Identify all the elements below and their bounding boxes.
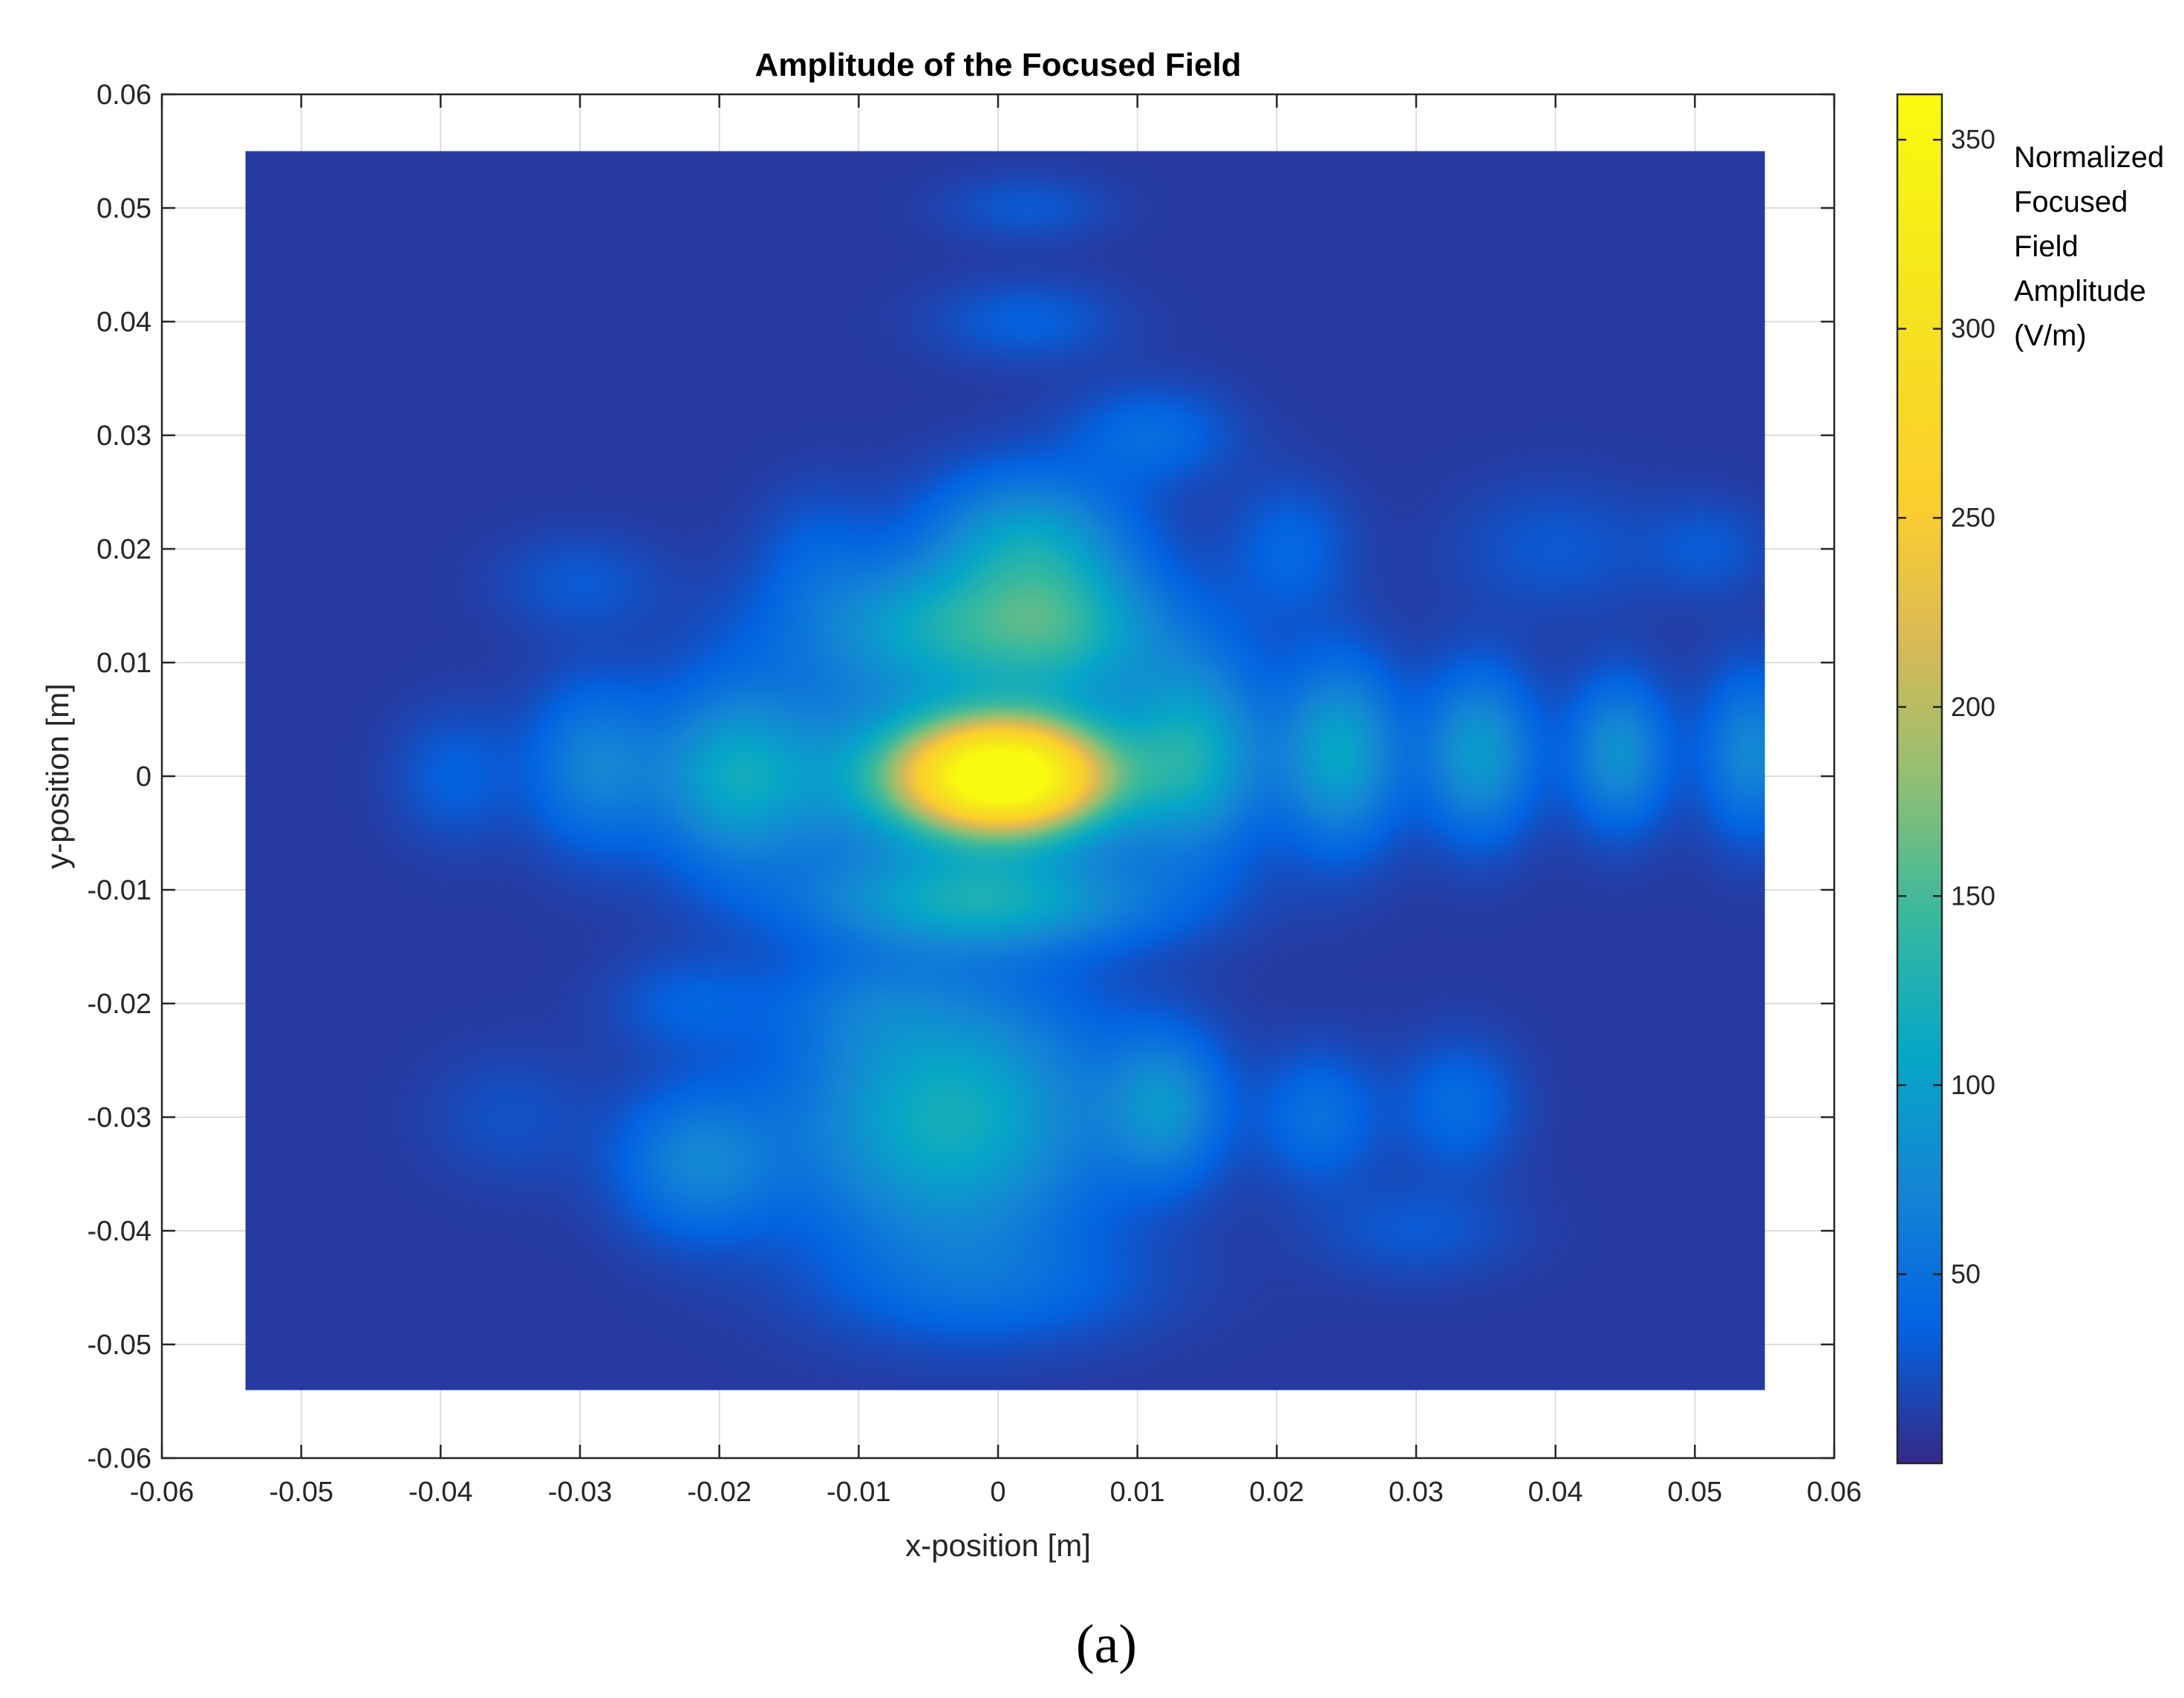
colorbar-label-line: (V/m) xyxy=(2014,319,2087,352)
x-tick-label: -0.03 xyxy=(548,1477,613,1508)
colorbar-tick-label: 350 xyxy=(1951,124,1995,154)
y-tick-label: 0.02 xyxy=(97,534,151,565)
colorbar-ticks: 350 300 250 200 150 100 50 xyxy=(1897,124,1995,1289)
y-tick-label: -0.05 xyxy=(87,1330,151,1361)
colorbar-label-line: Field xyxy=(2014,230,2079,263)
x-tick-label: 0.03 xyxy=(1389,1477,1444,1508)
heatmap-image xyxy=(245,151,1765,1390)
y-tick-label: 0 xyxy=(136,761,151,793)
x-tick-label: -0.04 xyxy=(408,1477,473,1508)
x-tick-label: 0.04 xyxy=(1528,1477,1583,1508)
figure-caption: (a) xyxy=(1076,1614,1137,1675)
x-tick-label: -0.05 xyxy=(269,1477,333,1508)
colorbar-tick-label: 200 xyxy=(1951,692,1995,722)
colorbar-tick-label: 50 xyxy=(1951,1258,1981,1289)
y-tick-label: 0.03 xyxy=(97,420,151,452)
y-tick-label: -0.04 xyxy=(87,1216,151,1247)
x-axis-label: x-position [m] xyxy=(905,1528,1091,1563)
x-tick-label: 0.01 xyxy=(1110,1477,1165,1508)
colorbar-label-line: Normalized xyxy=(2014,141,2164,174)
x-tick-label: 0 xyxy=(990,1477,1005,1508)
colorbar: 350 300 250 200 150 100 50 Normalized Focused Fi… xyxy=(1896,93,2164,1465)
y-tick-label: 0.05 xyxy=(97,193,151,224)
y-tick-label: -0.02 xyxy=(87,989,151,1020)
x-tick-label: 0.06 xyxy=(1807,1477,1862,1508)
colorbar-tick-label: 100 xyxy=(1951,1070,1995,1100)
y-tick-label: -0.01 xyxy=(87,875,151,906)
plot-area: -0.06 -0.05 -0.04 -0.03 -0.02 -0.01 0 0.01 0.02 0… xyxy=(87,79,1862,1508)
colorbar-tick-label: 250 xyxy=(1951,502,1995,533)
y-tick-label: -0.03 xyxy=(87,1102,151,1133)
heatmap xyxy=(245,151,1765,1390)
colorbar-tick-label: 150 xyxy=(1951,880,1995,911)
y-tick-label: 0.01 xyxy=(97,648,151,679)
x-tick-label: 0.02 xyxy=(1249,1477,1304,1508)
chart-title: Amplitude of the Focused Field xyxy=(754,47,1241,83)
x-tick-label: -0.06 xyxy=(130,1477,195,1508)
y-tick-label: -0.06 xyxy=(87,1443,151,1474)
colorbar-tick-label: 300 xyxy=(1951,313,1995,344)
y-tick-label: 0.04 xyxy=(97,307,151,338)
y-axis-label: y-position [m] xyxy=(40,683,75,869)
colorbar-label: Normalized Focused Field Amplitude (V/m) xyxy=(2014,141,2164,352)
y-tick-label: 0.06 xyxy=(97,79,151,111)
colorbar-label-line: Focused xyxy=(2014,186,2128,218)
x-tick-label: 0.05 xyxy=(1667,1477,1722,1508)
x-tick-label: -0.02 xyxy=(687,1477,752,1508)
x-tick-label: -0.01 xyxy=(827,1477,891,1508)
colorbar-label-line: Amplitude xyxy=(2014,275,2146,308)
colorbar-gradient xyxy=(1896,93,1943,1465)
axis-ticks: -0.06 -0.05 -0.04 -0.03 -0.02 -0.01 0 0.01 0.02 0… xyxy=(87,79,1862,1508)
